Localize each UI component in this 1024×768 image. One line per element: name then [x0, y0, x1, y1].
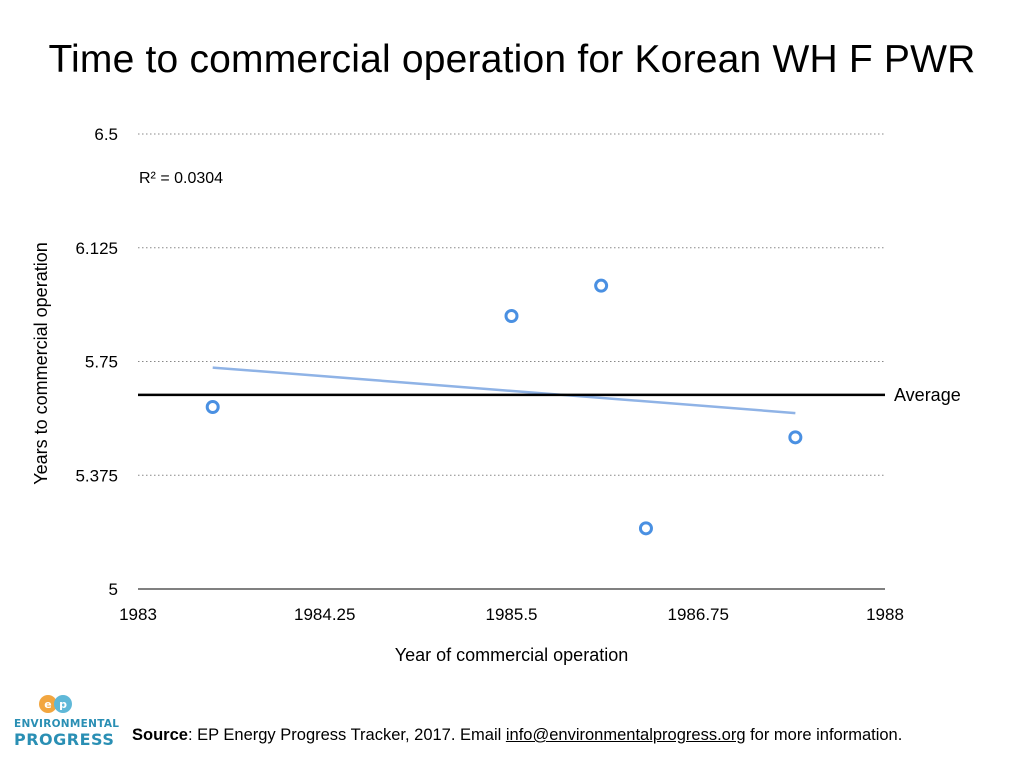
y-tick-label: 6.5 — [94, 125, 118, 144]
average-line-group: Average — [138, 385, 961, 405]
source-text-after: for more information. — [745, 726, 903, 744]
ep-logo-icon: e p — [39, 695, 72, 713]
logo-text-line2: PROGRESS — [14, 730, 115, 749]
data-point — [638, 521, 653, 536]
y-tick-label: 6.125 — [75, 239, 118, 258]
trendline — [212, 366, 796, 415]
data-points — [205, 278, 803, 536]
x-tick-label: 1983 — [119, 605, 157, 624]
y-tick-label: 5 — [109, 580, 118, 599]
source-label: Source — [132, 726, 188, 744]
data-point — [205, 400, 220, 414]
svg-text:e: e — [44, 698, 51, 711]
email-link[interactable]: info@environmentalprogress.org — [505, 726, 746, 744]
logo-text-line1: ENVIRONMENTAL — [14, 718, 120, 730]
source-text: : EP Energy Progress Tracker, 2017. Emai… — [187, 726, 506, 744]
y-axis-title: Years to commercial operation — [31, 242, 51, 484]
source-footer: Source: EP Energy Progress Tracker, 2017… — [132, 726, 902, 745]
chart-title: Time to commercial operation for Korean … — [48, 38, 976, 81]
svg-text:p: p — [59, 698, 67, 711]
tick-labels: 5 5.375 5.75 6.125 6.5 1983 1984.25 1985.5 1986.… — [31, 125, 904, 665]
r-squared-label: R² = 0.0304 — [139, 170, 223, 187]
y-tick-label: 5.375 — [75, 466, 118, 485]
gridlines — [138, 133, 885, 476]
x-tick-label: 1984.25 — [294, 605, 355, 624]
trendline-group: R² = 0.0304 — [139, 170, 796, 415]
x-axis-title: Year of commercial operation — [395, 645, 628, 665]
y-tick-label: 5.75 — [85, 353, 118, 372]
data-point — [504, 309, 519, 323]
scatter-chart: R² = 0.0304 Average 5 5.375 5.75 6.125 6.5 19… — [31, 125, 961, 665]
x-tick-label: 1988 — [866, 605, 904, 624]
environmental-progress-logo: e p ENVIRONMENTAL PROGRESS — [14, 694, 120, 750]
average-label: Average — [894, 385, 961, 405]
x-tick-label: 1986.75 — [668, 605, 729, 624]
x-tick-label: 1985.5 — [486, 605, 538, 624]
data-point — [788, 430, 803, 445]
data-point — [594, 278, 609, 293]
